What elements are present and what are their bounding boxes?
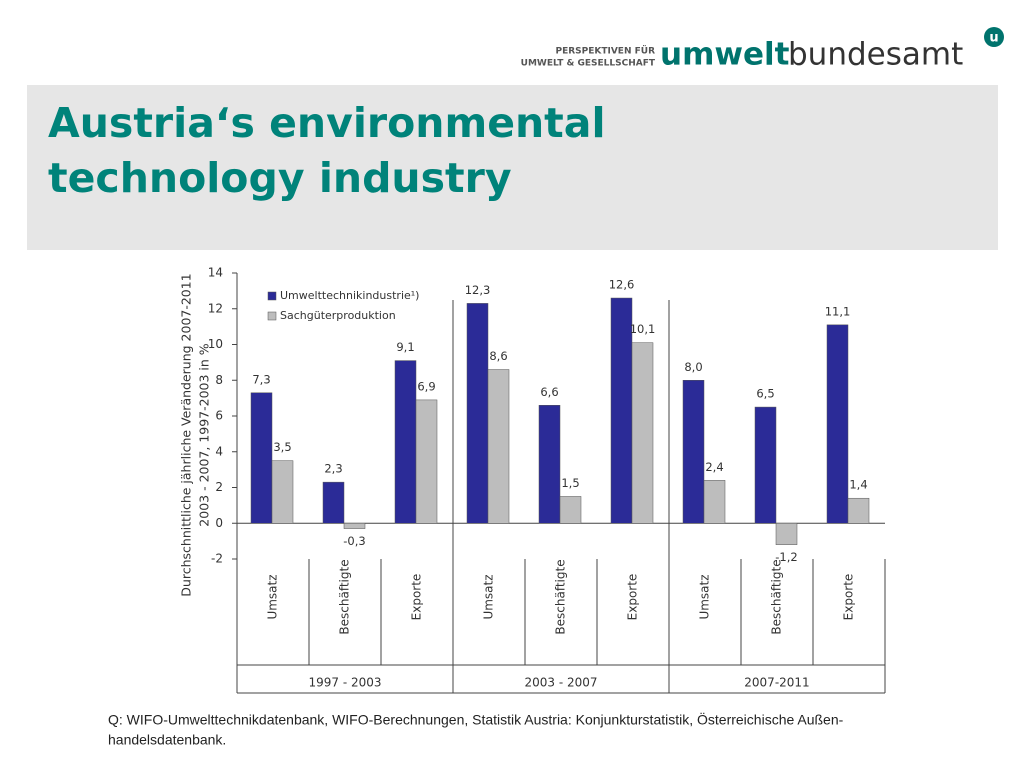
value-label: 8,6 bbox=[489, 349, 507, 363]
y-axis-title: 2003 - 2007, 1997-2003 in % bbox=[197, 343, 212, 527]
bar bbox=[394, 360, 417, 524]
x-tick-label: Umsatz bbox=[698, 574, 712, 619]
value-label: 9,1 bbox=[396, 340, 414, 354]
value-label: 6,5 bbox=[756, 387, 774, 401]
bar bbox=[322, 481, 345, 524]
x-tick-label: Beschäftigte bbox=[770, 559, 784, 634]
y-tick-label: 14 bbox=[208, 266, 223, 280]
value-label: -1,2 bbox=[775, 550, 797, 564]
y-axis-title: Durchschnittliche jährliche Veränderung … bbox=[179, 273, 194, 596]
x-tick-label: Umsatz bbox=[482, 574, 496, 619]
bar bbox=[559, 496, 582, 524]
y-tick-label: 12 bbox=[208, 301, 223, 315]
bar bbox=[415, 399, 438, 524]
logo-text: PERSPEKTIVEN FÜR bbox=[555, 46, 655, 57]
value-label: 6,9 bbox=[417, 379, 435, 393]
bar bbox=[487, 369, 510, 524]
value-label: 7,3 bbox=[252, 372, 270, 386]
y-tick-label: 4 bbox=[215, 444, 223, 458]
logo-text: UMWELT & GESELLSCHAFT bbox=[521, 59, 656, 69]
title-band bbox=[27, 85, 998, 250]
value-label: 11,1 bbox=[825, 304, 851, 318]
legend-swatch bbox=[267, 291, 277, 301]
source: handelsdatenbank. bbox=[108, 732, 226, 748]
y-tick-label: 6 bbox=[215, 409, 223, 423]
slide-title: Austria‘s environmental bbox=[48, 99, 606, 147]
bar bbox=[250, 392, 273, 524]
logo-icon-text: u bbox=[989, 31, 998, 46]
logo-light: bundesamt bbox=[788, 37, 963, 73]
legend-label: Sachgüterproduktion bbox=[280, 309, 396, 322]
legend-label: Umwelttechnikindustrie¹) bbox=[280, 289, 419, 302]
value-label: 8,0 bbox=[684, 360, 702, 374]
value-label: -0,3 bbox=[343, 534, 365, 548]
value-label: 1,5 bbox=[561, 476, 579, 490]
y-tick-label: 8 bbox=[215, 373, 223, 387]
x-tick-label: Beschäftigte bbox=[554, 559, 568, 634]
logo-bold: umwelt bbox=[660, 37, 790, 73]
value-label: 2,4 bbox=[705, 460, 723, 474]
x-tick-label: Beschäftigte bbox=[338, 559, 352, 634]
y-tick-label: -2 bbox=[211, 552, 223, 566]
group-label: 2003 - 2007 bbox=[524, 676, 597, 690]
x-tick-label: Exporte bbox=[410, 574, 424, 621]
value-label: 12,6 bbox=[609, 278, 635, 292]
bar bbox=[847, 497, 870, 524]
bar bbox=[343, 523, 366, 529]
value-label: 10,1 bbox=[630, 322, 656, 336]
value-label: 3,5 bbox=[273, 440, 291, 454]
legend-swatch bbox=[267, 311, 277, 321]
bar bbox=[682, 380, 705, 524]
value-label: 1,4 bbox=[849, 478, 867, 492]
value-label: 6,6 bbox=[540, 385, 558, 399]
bar bbox=[754, 406, 777, 524]
slide-title: technology industry bbox=[48, 154, 512, 202]
logo-icon bbox=[984, 27, 1004, 47]
bar bbox=[631, 342, 654, 524]
group-label: 1997 - 2003 bbox=[308, 676, 381, 690]
source: Q: WIFO-Umwelttechnikdatenbank, WIFO-Ber… bbox=[108, 711, 844, 728]
bar bbox=[775, 523, 798, 545]
bar bbox=[466, 303, 489, 524]
value-label: 12,3 bbox=[465, 283, 491, 297]
bar bbox=[271, 460, 294, 524]
x-tick-label: Umsatz bbox=[266, 574, 280, 619]
group-label: 2007-2011 bbox=[744, 676, 809, 690]
bar bbox=[538, 405, 561, 524]
bar bbox=[703, 480, 726, 524]
y-tick-label: 0 bbox=[215, 516, 223, 530]
x-tick-label: Exporte bbox=[626, 574, 640, 621]
x-tick-label: Exporte bbox=[842, 574, 856, 621]
y-tick-label: 10 bbox=[208, 337, 223, 351]
value-label: 2,3 bbox=[324, 462, 342, 476]
bar bbox=[826, 324, 849, 524]
y-tick-label: 2 bbox=[215, 480, 223, 494]
chart: -2 0 2 4 6 8 10 12 14 Durchschnittliche jährliche… bbox=[179, 266, 886, 694]
